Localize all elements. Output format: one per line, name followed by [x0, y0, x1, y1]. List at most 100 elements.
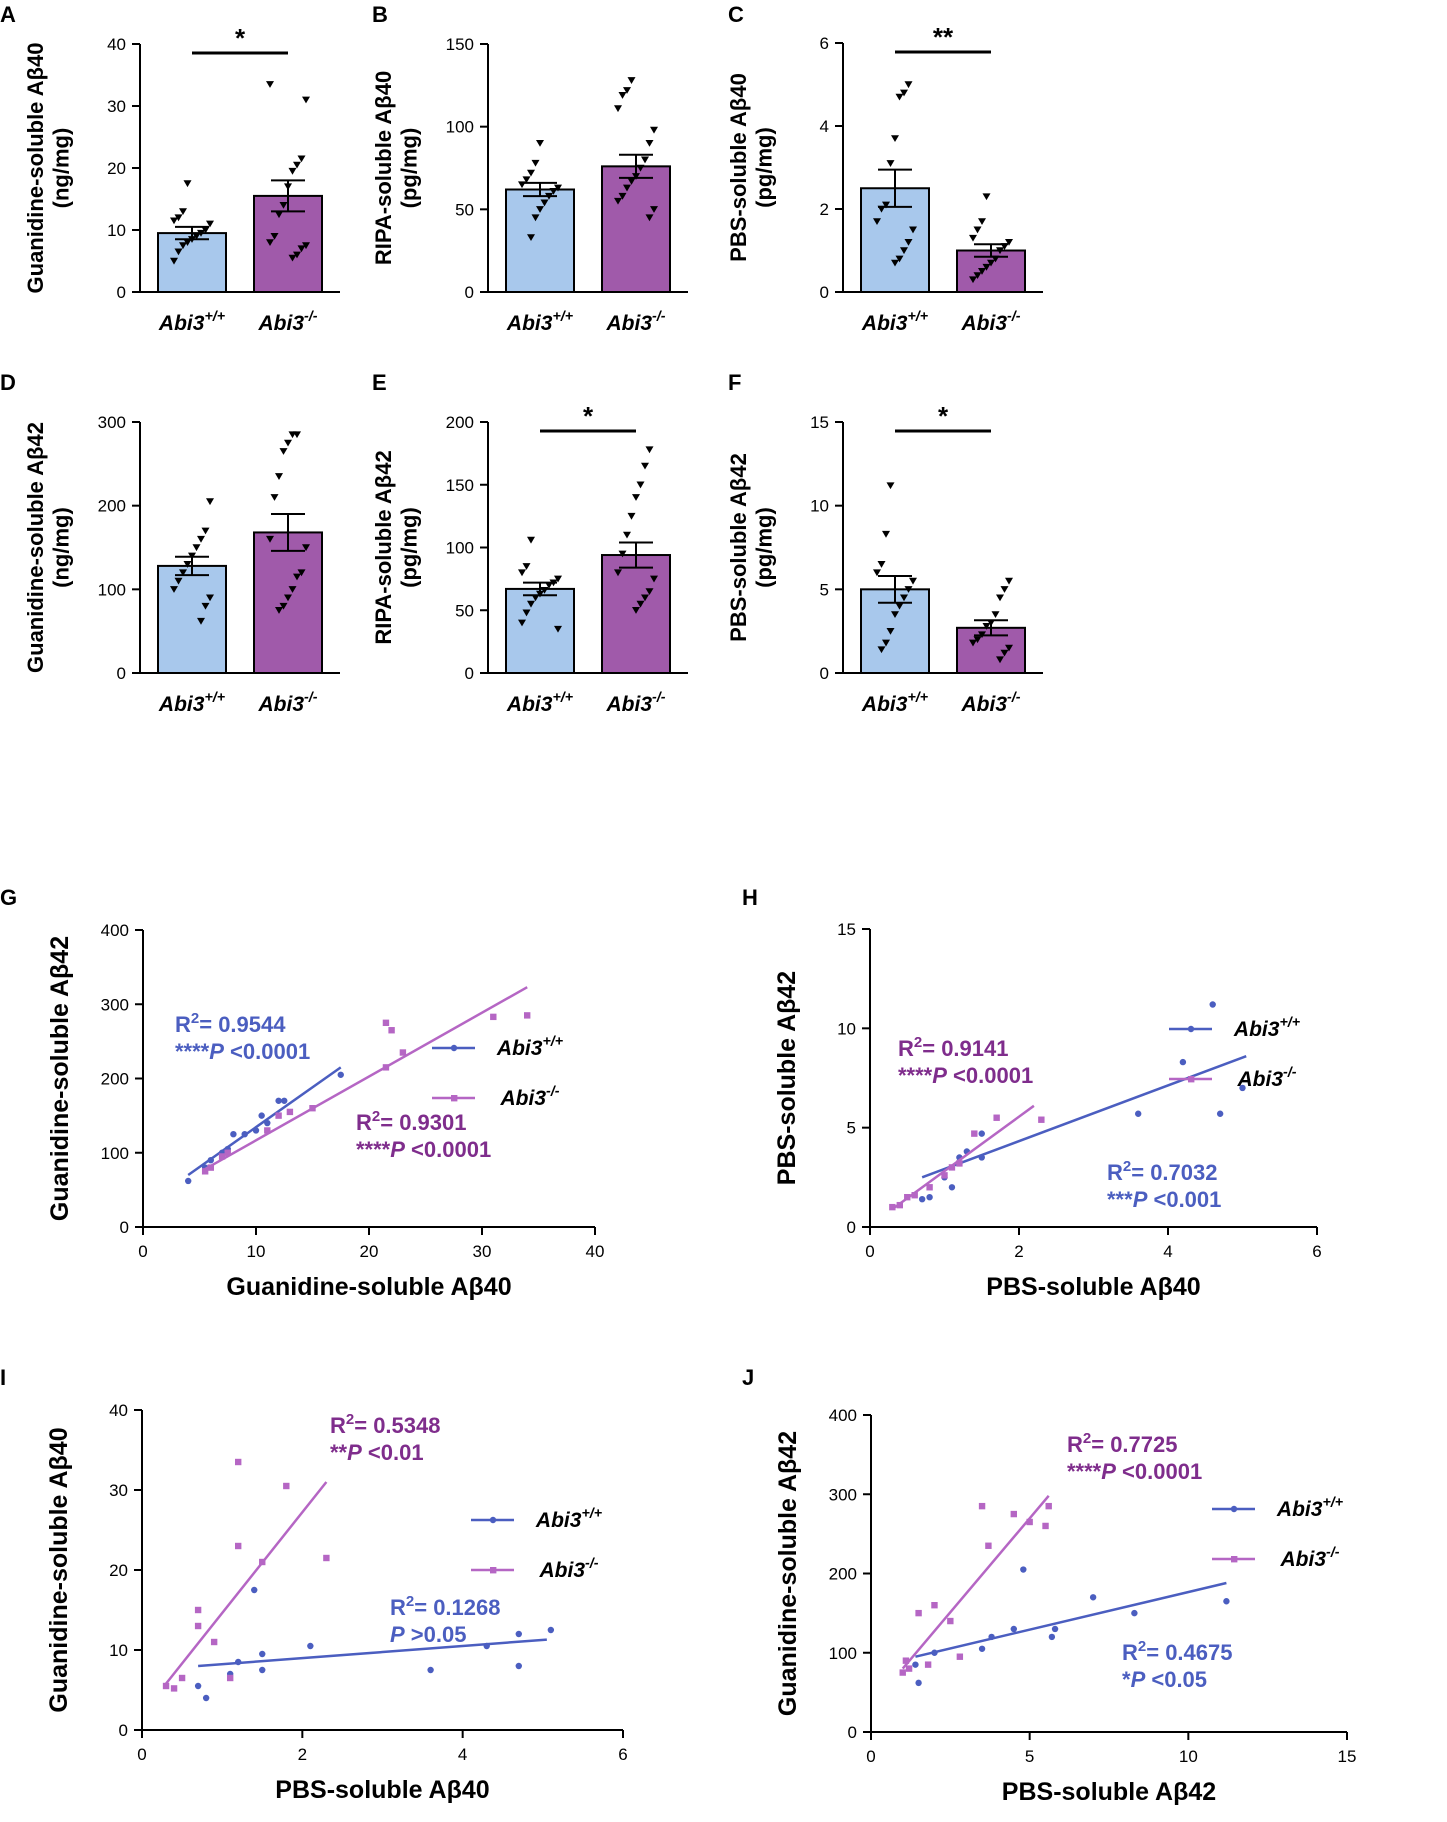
y-tick-label: 300 — [829, 1485, 857, 1504]
data-point — [973, 636, 982, 644]
data-point-ko — [275, 1112, 282, 1119]
r-squared-wt: R2= 0.1268 — [390, 1593, 500, 1620]
data-point — [302, 242, 310, 250]
data-point — [302, 544, 310, 552]
data-point-ko — [978, 1502, 986, 1510]
data-point-ko — [388, 1027, 395, 1034]
data-point — [614, 569, 622, 577]
data-point-ko — [1026, 1518, 1033, 1526]
data-point-wt — [241, 1130, 248, 1138]
data-point-wt — [259, 1666, 266, 1674]
data-point — [279, 202, 288, 209]
panel-letter: D — [0, 370, 16, 395]
data-point-wt — [978, 1154, 985, 1161]
data-point — [996, 247, 1004, 255]
data-point-wt — [194, 1682, 202, 1690]
bar-ko — [253, 531, 323, 674]
x-tick-label: 6 — [618, 1745, 627, 1764]
bar-panel-d: D 0 100 200 300 Guanidine-soluble Aβ42(ng/mg)… — [0, 370, 340, 716]
r-squared-wt: R2= 0.7032 — [1107, 1158, 1217, 1185]
data-point — [1000, 586, 1009, 593]
data-point — [1005, 239, 1013, 246]
significance-stars: * — [938, 401, 949, 431]
data-point-wt — [948, 1184, 956, 1191]
fit-line-ko — [204, 986, 528, 1171]
panel-letter: J — [742, 1365, 754, 1390]
bar-wt — [505, 188, 575, 293]
data-point-wt — [515, 1630, 522, 1638]
y-axis-label: Guanidine-soluble Aβ42 — [774, 1431, 802, 1716]
y-tick-label: 0 — [119, 1721, 128, 1740]
data-point — [302, 96, 310, 104]
data-point — [206, 594, 214, 602]
bar-wt — [157, 564, 227, 675]
data-point — [895, 602, 904, 610]
data-point — [522, 176, 531, 184]
data-point-wt — [202, 1694, 210, 1702]
data-point — [536, 206, 544, 213]
data-point — [886, 627, 895, 635]
data-point — [1000, 649, 1009, 657]
y-tick-label: 5 — [847, 1119, 856, 1138]
data-point — [991, 611, 1000, 619]
data-point — [891, 259, 899, 267]
panel-letter: A — [0, 2, 16, 27]
data-point — [909, 577, 917, 585]
x-tick-label: 10 — [247, 1242, 266, 1261]
data-point-ko — [1038, 1116, 1045, 1123]
data-point — [891, 611, 899, 619]
data-point — [206, 220, 214, 228]
x-tick-label-wt: Abi3+/+ — [861, 690, 929, 716]
data-point-ko — [226, 1674, 234, 1682]
data-point — [982, 622, 991, 630]
data-point-wt — [1048, 1633, 1056, 1641]
data-point — [527, 600, 535, 608]
y-axis-label: Guanidine-soluble Aβ42 — [46, 936, 74, 1221]
fit-line-wt — [198, 1638, 547, 1668]
data-point-wt — [1089, 1594, 1097, 1601]
data-point-wt — [547, 1626, 555, 1634]
legend-entry-wt: Abi3+/+ — [432, 1034, 564, 1060]
y-tick-label: 4 — [820, 117, 829, 136]
panel-letter: B — [372, 2, 388, 27]
significance-stars: ** — [933, 22, 954, 52]
y-axis-label: PBS-soluble Aβ40(pg/mg) — [726, 73, 776, 262]
panel-letter: E — [372, 370, 387, 395]
data-point-ko — [264, 1127, 271, 1134]
data-point — [293, 161, 301, 169]
data-point — [293, 431, 301, 439]
data-point — [197, 617, 205, 625]
x-tick-label: 4 — [458, 1745, 467, 1764]
data-point — [909, 226, 917, 234]
data-point — [973, 226, 982, 234]
data-point-wt — [1216, 1110, 1224, 1117]
data-point — [522, 563, 531, 570]
data-point — [886, 160, 895, 167]
data-point — [527, 234, 535, 242]
data-point — [973, 272, 982, 279]
y-axis-label: Guanidine-soluble Aβ42(ng/mg) — [23, 422, 73, 673]
data-point-wt — [275, 1097, 282, 1104]
y-tick-label: 100 — [446, 118, 474, 137]
fit-line-ko — [165, 1481, 328, 1685]
data-point — [179, 242, 187, 250]
data-point — [183, 180, 192, 188]
legend-marker — [451, 1095, 458, 1102]
x-tick-label: 15 — [1338, 1747, 1357, 1766]
y-tick-label: 40 — [109, 1401, 128, 1420]
significance-stars: * — [235, 23, 246, 53]
bar-panel-c: C 0 2 4 6 PBS-soluble Aβ40(pg/mg) Abi3+/+ Abi3-… — [726, 2, 1043, 335]
data-point-ko — [524, 1012, 531, 1019]
data-point — [201, 226, 210, 234]
legend-marker — [1230, 1505, 1238, 1513]
data-point — [996, 594, 1004, 602]
data-point-wt — [264, 1119, 271, 1127]
data-point-ko — [323, 1554, 330, 1562]
legend-marker — [489, 1516, 497, 1524]
scatter-panel-i: I 0 10 20 30 40 0 2 4 6 PBS-soluble Aβ40 Guanidine-… — [0, 1365, 628, 1804]
data-point-ko — [956, 1160, 963, 1167]
data-point — [882, 201, 890, 209]
data-point-ko — [490, 1013, 497, 1021]
legend-entry-ko: Abi3-/- — [471, 1556, 599, 1582]
data-point — [554, 575, 562, 583]
